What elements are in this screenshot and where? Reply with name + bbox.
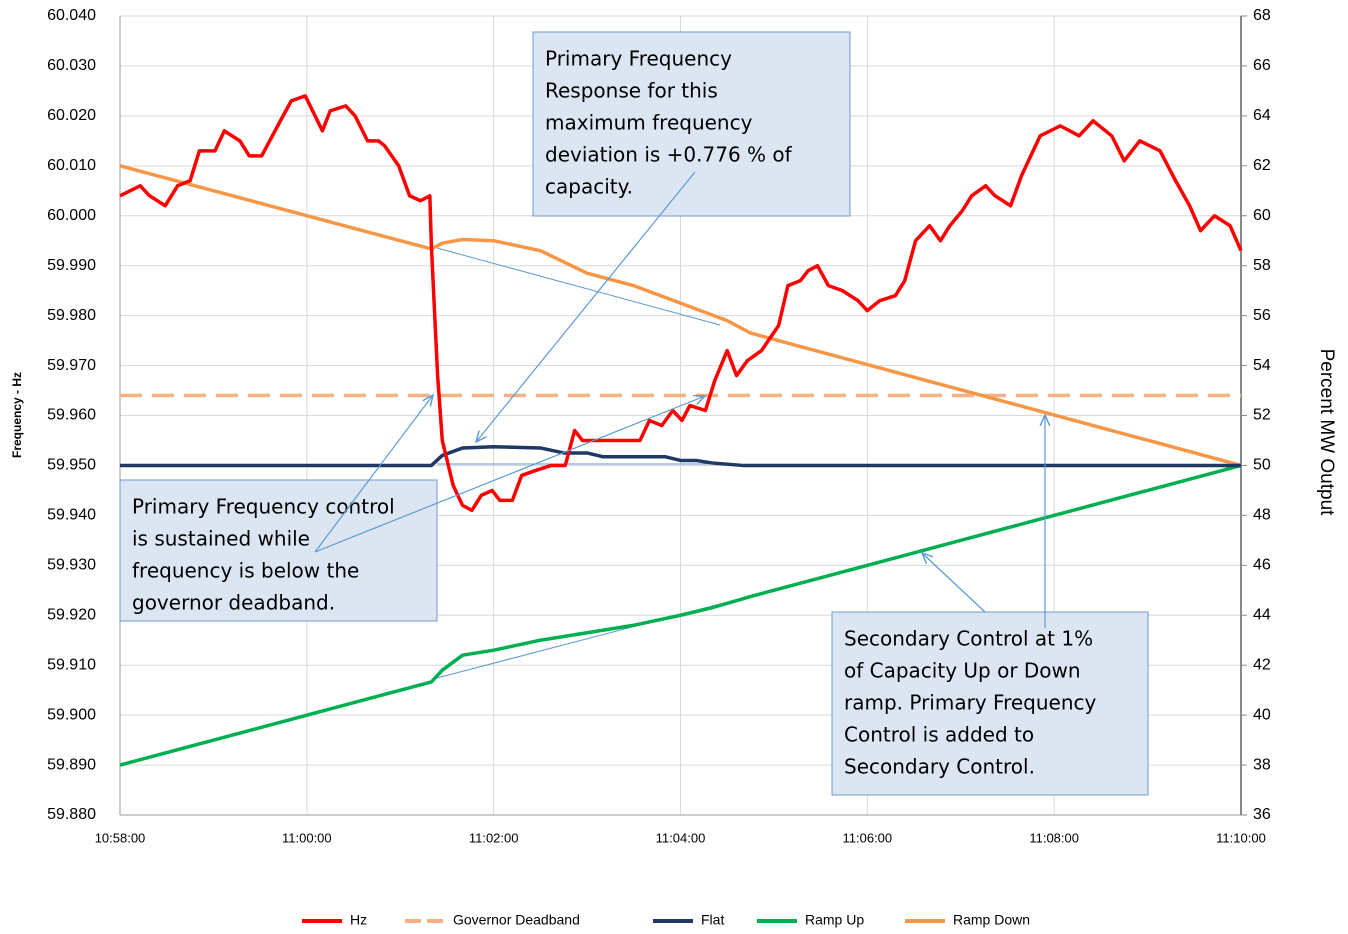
series-line — [119, 463, 1242, 767]
y-tick-label: 60.000 — [47, 207, 96, 224]
y-tick-label: 59.910 — [47, 656, 96, 673]
y2-tick-label: 54 — [1253, 357, 1271, 374]
x-tick-label: 11:00:00 — [282, 830, 332, 845]
y2-tick-label: 56 — [1253, 307, 1271, 324]
series — [119, 94, 1243, 767]
y-tick-label: 59.900 — [47, 706, 96, 723]
legend-label: Governor Deadband — [453, 912, 580, 928]
y-tick-label: 59.970 — [47, 357, 96, 374]
y-tick-label: 60.040 — [47, 7, 96, 24]
annotation-text: Secondary Control. — [844, 755, 1035, 779]
y-tick-label: 60.020 — [47, 107, 96, 124]
annotation-text: ramp. Primary Frequency — [844, 691, 1096, 715]
y2-tick-label: 48 — [1253, 507, 1271, 524]
annotation-text: is sustained while — [132, 527, 310, 551]
y2-axis-label: Percent MW Output — [1316, 349, 1337, 517]
x-tick-label: 10:58:00 — [95, 830, 146, 845]
annotation-box — [119, 479, 438, 622]
annotation-text: Primary Frequency control — [132, 495, 395, 519]
y-axis-label: Frequency - Hz — [10, 372, 24, 458]
y-tick-label: 59.930 — [47, 557, 96, 574]
annotation-arrow — [922, 553, 986, 613]
annotation-text: Control is added to — [844, 723, 1034, 747]
series-line — [119, 164, 1242, 468]
x-tick-label: 11:08:00 — [1029, 830, 1079, 845]
annotation-text: governor deadband. — [132, 591, 335, 615]
legend: Hz Governor Deadband Flat Ramp Up Ramp Down — [302, 912, 1030, 928]
annotations: Primary Frequency Response for this maximu… — [119, 31, 1149, 796]
legend-label: Flat — [701, 912, 724, 928]
y2-tick-label: 58 — [1253, 257, 1271, 274]
y2-tick-label: 46 — [1253, 557, 1271, 574]
y2-tick-label: 66 — [1253, 57, 1271, 74]
series-line — [120, 444, 1241, 468]
y2-tick-label: 52 — [1253, 407, 1271, 424]
x-tick-label: 11:06:00 — [843, 830, 893, 845]
y-tick-label: 59.950 — [47, 457, 96, 474]
x-tick-label: 11:10:00 — [1216, 830, 1266, 845]
annotation-text: maximum frequency — [545, 111, 753, 135]
annotation-text: Response for this — [545, 79, 718, 103]
y-tick-label: 59.990 — [47, 257, 96, 274]
annotation-arrow — [314, 395, 433, 553]
annotation-text: deviation is +0.776 % of — [545, 143, 793, 167]
y2-tick-label: 44 — [1253, 606, 1271, 623]
reference-line — [436, 247, 721, 326]
y2-tick-label: 40 — [1253, 706, 1271, 723]
annotation-box — [831, 611, 1149, 796]
y2-tick-label: 36 — [1253, 806, 1271, 823]
legend-label: Hz — [350, 912, 367, 928]
legend-label: Ramp Down — [953, 912, 1030, 928]
y-tick-label: 59.940 — [47, 507, 96, 524]
y2-tick-label: 60 — [1253, 207, 1271, 224]
annotation-box — [532, 31, 851, 217]
y-tick-label: 59.890 — [47, 756, 96, 773]
annotation-arrow — [476, 171, 696, 442]
y2-tick-label: 62 — [1253, 157, 1271, 174]
y2-tick-label: 38 — [1253, 756, 1271, 773]
annotation-text: frequency is below the — [132, 559, 359, 583]
annotation-arrow — [314, 396, 705, 553]
y-tick-label: 59.980 — [47, 307, 96, 324]
y-tick-label: 59.880 — [47, 806, 96, 823]
reference-lines — [436, 247, 721, 679]
y2-tick-label: 42 — [1253, 656, 1271, 673]
x-tick-label: 11:04:00 — [656, 830, 706, 845]
y2-tick-label: 50 — [1253, 457, 1271, 474]
x-tick-label: 11:02:00 — [469, 830, 519, 845]
y2-tick-label: 64 — [1253, 107, 1271, 124]
y-tick-label: 60.030 — [47, 57, 96, 74]
y-tick-label: 59.960 — [47, 407, 96, 424]
annotation-text: capacity. — [545, 175, 633, 199]
y2-tick-label: 68 — [1253, 7, 1271, 24]
y-tick-label: 59.920 — [47, 606, 96, 623]
series-line — [119, 94, 1243, 513]
y-tick-label: 60.010 — [47, 157, 96, 174]
annotation-text: Primary Frequency — [545, 47, 732, 71]
annotation-text: of Capacity Up or Down — [844, 659, 1081, 683]
annotation-text: Secondary Control at 1% — [844, 627, 1093, 651]
legend-label: Ramp Up — [805, 912, 864, 928]
